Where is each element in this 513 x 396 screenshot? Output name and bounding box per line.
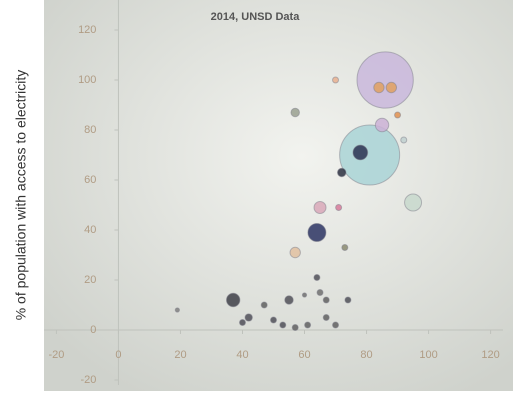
bubble [374, 82, 384, 92]
chart-title: 2014, UNSD Data [211, 11, 301, 23]
bubble [317, 290, 323, 296]
bubble [357, 52, 413, 108]
y-tick-label: 20 [84, 274, 96, 286]
bubble [323, 297, 329, 303]
x-tick-label: 100 [419, 349, 437, 361]
bubble [314, 275, 320, 281]
bubble [175, 308, 179, 312]
bubble [290, 247, 300, 257]
y-tick-label: -20 [81, 374, 97, 386]
bubble [333, 322, 339, 328]
bubble [280, 322, 286, 328]
bubble [261, 302, 267, 308]
bubble [271, 317, 277, 323]
bubble [291, 108, 299, 116]
bubble [337, 168, 345, 176]
bubble [342, 245, 348, 251]
bubble [401, 137, 407, 143]
bubble [285, 296, 293, 304]
y-tick-label: 100 [78, 74, 96, 86]
x-tick-label: 80 [360, 349, 372, 361]
bubble [302, 293, 306, 297]
bubble [305, 322, 311, 328]
x-tick-label: 0 [115, 349, 121, 361]
bubble [353, 145, 368, 160]
bubble [239, 320, 245, 326]
y-tick-label: 0 [90, 324, 96, 336]
bubble [336, 205, 342, 211]
bubble [333, 77, 339, 83]
bubble [245, 314, 252, 321]
x-tick-label: 120 [481, 349, 499, 361]
x-tick-label: 20 [174, 349, 186, 361]
x-tick-label: 60 [298, 349, 310, 361]
bubble [345, 297, 351, 303]
bubble [375, 118, 388, 131]
bubble [405, 194, 422, 211]
y-tick-label: 40 [84, 224, 96, 236]
bubble [340, 125, 400, 185]
y-axis-title: % of population with access to electrici… [13, 70, 29, 321]
bubble [226, 293, 239, 306]
bubble [386, 82, 396, 92]
chart: % of population with access to electrici… [0, 0, 513, 391]
bubble [323, 315, 329, 321]
plot-area [44, 0, 513, 391]
x-tick-label: -20 [48, 349, 64, 361]
bubble [292, 325, 298, 331]
x-tick-label: 40 [236, 349, 248, 361]
bubble [395, 112, 401, 118]
y-tick-label: 120 [78, 24, 96, 36]
bubble [308, 224, 326, 242]
bubble [314, 202, 326, 214]
y-tick-label: 80 [84, 124, 96, 136]
y-tick-label: 60 [84, 174, 96, 186]
